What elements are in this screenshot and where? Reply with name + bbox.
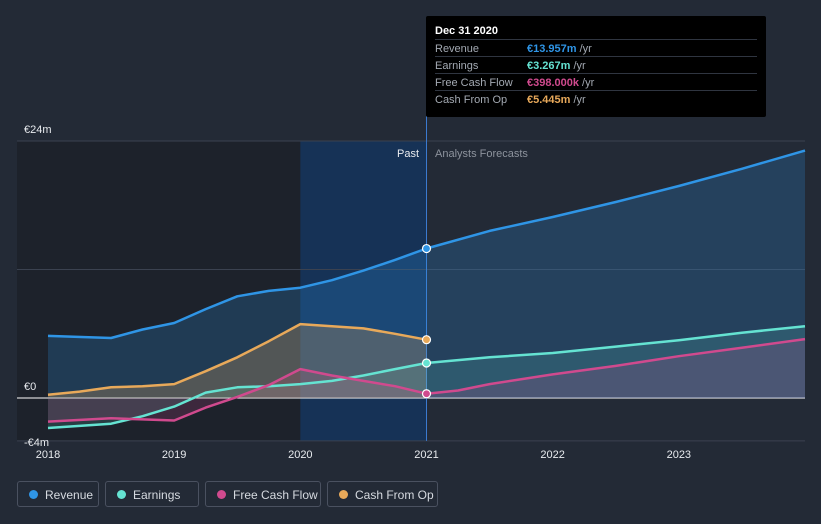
tooltip-label: Earnings [435,60,479,72]
legend-earnings-button[interactable]: Earnings [105,481,199,507]
legend-revenue-button[interactable]: Revenue [17,481,99,507]
x-axis-label: 2021 [414,449,438,461]
forecast-label: Analysts Forecasts [435,148,528,160]
area-revenue [48,150,805,398]
tooltip-row-earnings: Earnings €3.267m /yr [435,56,757,74]
chart-areas [48,150,805,428]
y-axis-label: -€4m [24,437,49,449]
tooltip-row-cash-from-op: Cash From Op €5.445m /yr [435,90,757,108]
x-axis-label: 2018 [36,449,60,461]
tooltip-value: €3.267m /yr [527,60,586,72]
tooltip-label: Revenue [435,43,480,55]
chart-lines [47,149,806,430]
highlight-band [300,141,427,441]
past-label: Past [397,148,419,160]
marker-earnings [421,358,432,368]
revenue-dot-icon [29,490,38,499]
x-axis-label: 2022 [540,449,564,461]
line-free-cash-flow [47,337,806,423]
line-revenue [47,149,806,340]
hover-tooltip: Dec 31 2020 Revenue €13.957m /yr Earning… [426,16,766,117]
y-axis-label: €0 [24,381,36,393]
tooltip-label: Free Cash Flow [435,77,513,89]
tooltip-value: €13.957m /yr [527,43,592,55]
marker-free-cash-flow [421,389,432,399]
legend-label: Free Cash Flow [233,488,318,502]
tooltip-date: Dec 31 2020 [435,25,498,37]
tooltip-row-revenue: Revenue €13.957m /yr [435,39,757,57]
x-axis-label: 2020 [288,449,312,461]
marker-revenue [421,243,432,254]
x-axis-label: 2023 [667,449,691,461]
tooltip-value: €5.445m /yr [527,94,586,106]
tooltip-label: Cash From Op [435,94,508,106]
y-axis-label: €24m [24,124,52,136]
tooltip-value: €398.000k /yr [527,77,595,89]
tooltip-row-free-cash-flow: Free Cash Flow €398.000k /yr [435,73,757,91]
x-axis-label: 2019 [162,449,186,461]
legend-label: Revenue [45,488,94,502]
area-free-cash-flow [48,339,805,422]
legend-free-cash-flow-button[interactable]: Free Cash Flow [205,481,321,507]
area-earnings [48,326,805,428]
cash-from-op-dot-icon [339,490,348,499]
earnings-dot-icon [117,490,126,499]
legend-cash-from-op-button[interactable]: Cash From Op [327,481,438,507]
chart-markers [421,243,432,399]
legend-label: Cash From Op [355,488,434,502]
legend-label: Earnings [133,488,181,502]
free-cash-flow-dot-icon [217,490,226,499]
area-cash-from-op [48,324,427,398]
marker-cash-from-op [421,335,432,345]
line-cash-from-op [47,322,427,397]
